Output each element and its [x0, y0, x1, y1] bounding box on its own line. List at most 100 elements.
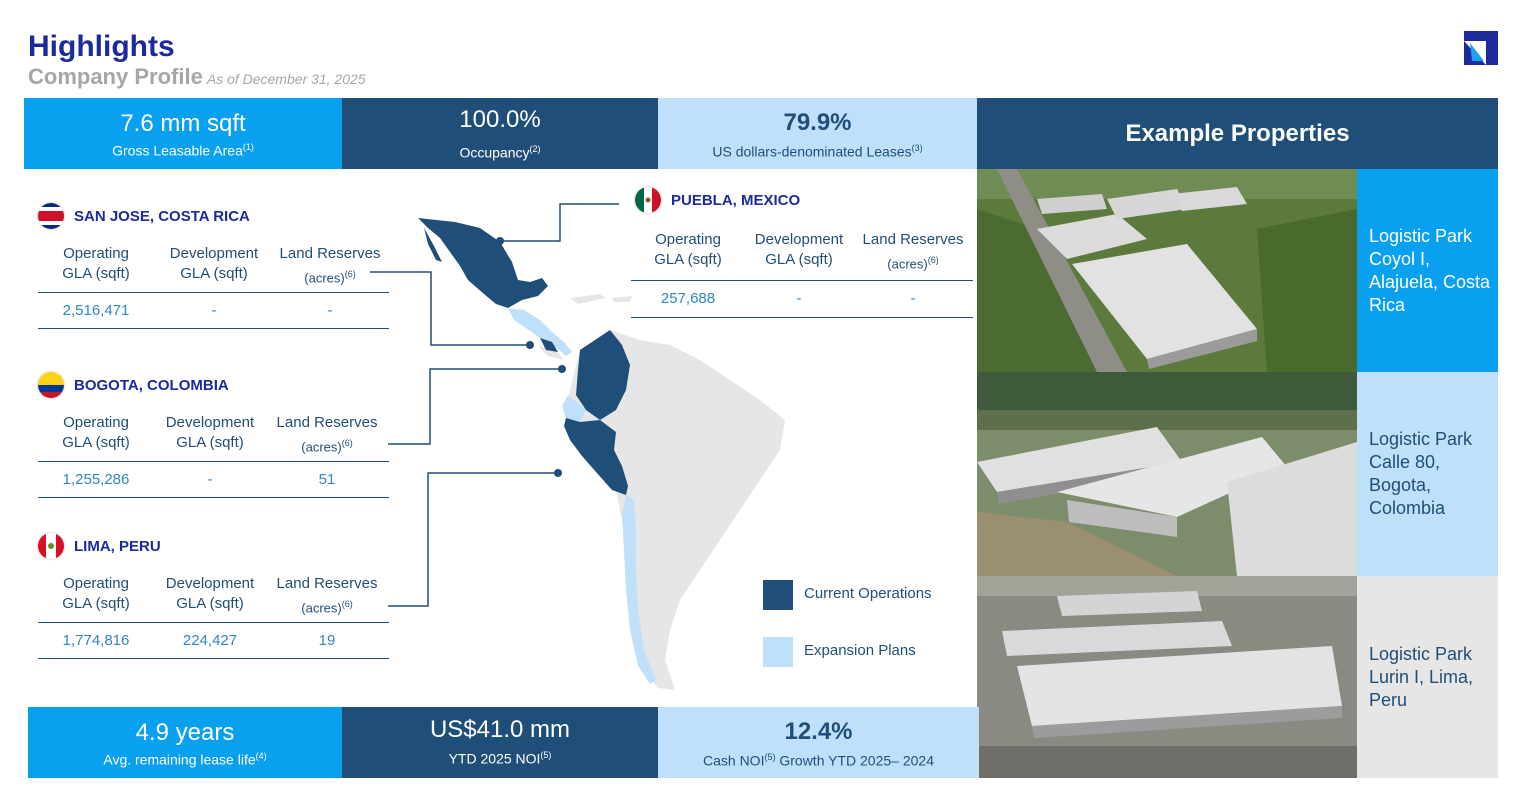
latam-map — [418, 218, 785, 690]
col-development-line2: GLA (sqft) — [180, 265, 248, 282]
company-logo-icon — [1464, 31, 1498, 65]
footnote-2: (2) — [529, 144, 541, 154]
col-development-line1: Development — [754, 231, 844, 248]
col-land-unit: (acres) — [301, 600, 342, 616]
footnote-4: (4) — [255, 751, 267, 761]
col-development-sanjose: Development GLA (sqft) — [158, 244, 270, 284]
col-land-unit: (acres) — [301, 439, 342, 455]
col-land-sanjose: Land Reserves (acres)(6) — [272, 244, 388, 288]
col-operating-line1: Operating — [63, 245, 129, 262]
col-land-unit: (acres) — [887, 256, 928, 272]
col-development-puebla: Development GLA (sqft) — [743, 230, 855, 270]
location-name-puebla: PUEBLA, MEXICO — [671, 191, 801, 209]
page-title: Highlights — [28, 30, 175, 63]
value-land-bogota: 51 — [318, 471, 336, 488]
property-photo-lurin — [977, 576, 1357, 778]
footnote-5b: (5) — [764, 752, 776, 762]
col-development-line1: Development — [165, 575, 255, 592]
stat-occupancy-label: Occupancy(2) — [342, 140, 658, 162]
divider — [38, 658, 389, 659]
stat-gla-label: Gross Leasable Area(1) — [24, 138, 342, 160]
stat-usd-leases: 79.9% US dollars-denominated Leases(3) — [658, 98, 977, 169]
chile-shape — [622, 495, 656, 684]
footnote-6: (6) — [344, 269, 356, 279]
divider — [38, 292, 389, 293]
legend-expansion-swatch — [763, 637, 793, 667]
stat-noi-growth-value: 12.4% — [784, 718, 853, 745]
peru-shape — [564, 418, 628, 495]
footnote-6: (6) — [341, 438, 353, 448]
stat-noi-label: YTD 2025 NOI(5) — [342, 746, 658, 768]
col-land-line1: Land Reserves — [862, 231, 964, 248]
footnote-3: (3) — [911, 143, 923, 153]
example-properties-header: Example Properties — [977, 98, 1498, 169]
costa-rica-flag-icon — [38, 203, 64, 229]
col-operating-puebla: Operating GLA (sqft) — [632, 230, 744, 270]
footnote-6: (6) — [927, 255, 939, 265]
stat-usd-leases-label: US dollars-denominated Leases(3) — [658, 139, 977, 161]
col-land-unit: (acres) — [304, 270, 345, 286]
col-operating-line1: Operating — [63, 414, 129, 431]
peru-flag-icon — [38, 533, 64, 559]
stat-noi-label-text: YTD 2025 NOI — [448, 750, 541, 767]
col-development-line2: GLA (sqft) — [765, 251, 833, 268]
col-land-line1: Land Reserves — [279, 245, 381, 262]
location-title-sanjose: SAN JOSE, COSTA RICA — [38, 203, 250, 229]
value-development-sanjose: - — [211, 302, 217, 319]
divider — [631, 317, 973, 318]
col-land-line2: (acres)(6) — [272, 264, 388, 288]
location-name-bogota: BOGOTA, COLOMBIA — [74, 376, 229, 394]
col-development-line1: Development — [169, 245, 259, 262]
col-development-line1: Development — [165, 414, 255, 431]
stat-gla-value: 7.6 mm sqft — [120, 110, 246, 137]
value-land-sanjose: - — [327, 302, 333, 319]
south-america-shape — [565, 330, 785, 690]
page-subtitle: Company Profile As of December 31, 2025 — [28, 64, 366, 90]
col-land-line2: (acres)(6) — [855, 250, 971, 274]
col-development-bogota: Development GLA (sqft) — [154, 413, 266, 453]
footnote-5: (5) — [540, 750, 552, 760]
stat-noi-growth: 12.4% Cash NOI(5) Growth YTD 2025– 2024 — [658, 707, 979, 778]
stat-gla: 7.6 mm sqft Gross Leasable Area(1) — [24, 98, 342, 169]
legend-current-label: Current Operations — [804, 585, 932, 602]
value-development-lima: 224,427 — [182, 632, 238, 649]
colombia-shape — [576, 330, 630, 420]
central-america-shape — [508, 308, 572, 356]
col-development-line2: GLA (sqft) — [176, 434, 244, 451]
stat-noi-growth-label-b: Growth YTD 2025– 2024 — [775, 752, 934, 769]
col-land-line1: Land Reserves — [276, 575, 378, 592]
stat-usd-leases-label-text: US dollars-denominated Leases — [712, 143, 912, 160]
legend-current-swatch — [763, 580, 793, 610]
stat-lease-life: 4.9 years Avg. remaining lease life(4) — [28, 707, 342, 778]
col-land-line2: (acres)(6) — [269, 594, 385, 618]
stat-lease-life-label-text: Avg. remaining lease life — [103, 751, 256, 768]
stat-lease-life-value: 4.9 years — [135, 719, 235, 746]
stat-usd-leases-value: 79.9% — [783, 109, 852, 136]
location-title-lima: LIMA, PERU — [38, 533, 161, 559]
property-label-coyol: Logistic Park Coyol I, Alajuela, Costa R… — [1357, 169, 1498, 372]
location-name-lima: LIMA, PERU — [74, 537, 161, 555]
col-operating-lima: Operating GLA (sqft) — [40, 574, 152, 614]
stat-occupancy: 100.0% Occupancy(2) — [342, 98, 658, 169]
as-of-date: As of December 31, 2025 — [206, 71, 366, 87]
col-development-line2: GLA (sqft) — [176, 595, 244, 612]
footnote-6: (6) — [341, 599, 353, 609]
value-development-puebla: - — [796, 290, 802, 307]
legend-expansion-label: Expansion Plans — [804, 642, 916, 659]
col-land-lima: Land Reserves (acres)(6) — [269, 574, 385, 618]
divider — [38, 461, 389, 462]
value-operating-bogota: 1,255,286 — [62, 471, 130, 488]
ecuador-shape — [562, 395, 586, 422]
col-operating-line2: GLA (sqft) — [62, 434, 130, 451]
subtitle-text: Company Profile — [28, 64, 203, 89]
property-label-calle80: Logistic Park Calle 80, Bogota, Colombia — [1357, 372, 1498, 576]
stat-noi-value: US$41.0 mm — [429, 716, 571, 743]
mexico-flag-icon — [635, 187, 661, 213]
col-land-line1: Land Reserves — [276, 414, 378, 431]
col-operating-line2: GLA (sqft) — [62, 265, 130, 282]
property-label-lurin: Logistic Park Lurin I, Lima, Peru — [1357, 576, 1498, 778]
costa-rica-shape — [540, 338, 558, 352]
value-land-lima: 19 — [318, 632, 336, 649]
value-operating-sanjose: 2,516,471 — [62, 302, 130, 319]
stat-occupancy-value: 100.0% — [459, 106, 541, 133]
